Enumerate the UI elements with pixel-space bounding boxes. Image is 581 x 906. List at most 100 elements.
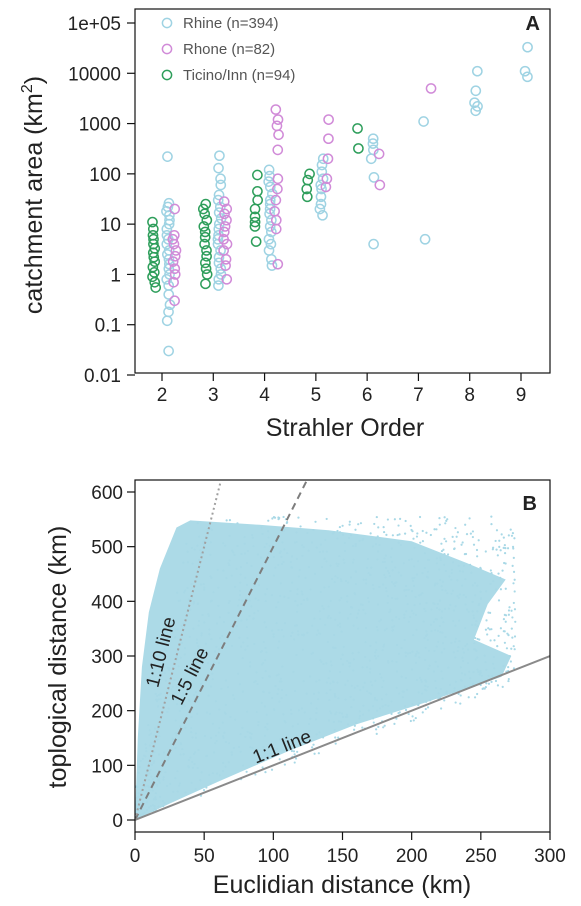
panel-b-cloud-point — [249, 746, 252, 749]
panel-a-data-point — [201, 245, 212, 256]
panel-b-cloud-point — [200, 634, 203, 637]
panel-b-cloud-point — [441, 588, 444, 592]
panel-b-cloud-point — [434, 686, 438, 690]
panel-a-data-point — [269, 205, 280, 217]
panel-b-cloud-point — [260, 526, 263, 529]
panel-b-cloud-point — [142, 754, 146, 757]
panel-b-cloud-point — [150, 732, 153, 735]
panel-b-cloud-point — [148, 806, 151, 809]
panel-b-cloud-point — [378, 543, 381, 547]
panel-b-cloud-point — [221, 770, 225, 773]
panel-b-cloud-point — [190, 583, 193, 586]
panel-b-cloud-point — [349, 662, 352, 665]
panel-b-reference-lines — [135, 480, 550, 821]
panel-a-data-point — [200, 257, 211, 269]
panel-b-cloud-point — [224, 740, 227, 744]
panel-b-cloud-point — [209, 685, 213, 688]
panel-a-data-point — [221, 214, 232, 226]
panel-b-cloud-point — [507, 666, 510, 669]
panel-b-cloud-point — [476, 610, 479, 613]
panel-b-cloud-point — [362, 686, 365, 689]
panel-b-cloud-point — [404, 651, 407, 654]
panel-a-data-point — [373, 148, 385, 160]
panel-b-cloud-point — [259, 556, 263, 559]
panel-b-cloud-point — [410, 590, 414, 593]
panel-b-cloud-point — [381, 649, 384, 652]
panel-b-cloud-point — [426, 570, 429, 573]
panel-a-data-point — [263, 164, 275, 176]
panel-b-cloud-point — [366, 690, 369, 693]
panel-a-data-point — [163, 306, 174, 318]
panel-b-cloud-point — [300, 633, 304, 636]
panel-b-cloud-point — [434, 660, 437, 664]
panel-b-cloud-point — [511, 636, 514, 639]
panel-b-cloud-point — [257, 724, 260, 727]
panel-b-cloud-point — [415, 652, 418, 656]
panel-b-cloud-point — [357, 627, 360, 630]
panel-b-cloud-point — [380, 698, 384, 701]
panel-b-cloud-point — [277, 673, 280, 676]
panel-b-cloud-point — [222, 542, 225, 545]
panel-b-cloud-point — [362, 578, 365, 581]
panel-b-cloud-point — [405, 585, 408, 588]
panel-b-cloud-point — [503, 552, 507, 555]
panel-b-cloud-point — [234, 718, 237, 721]
panel-b-cloud-point — [313, 752, 316, 755]
panel-b-cloud-point — [371, 705, 375, 708]
panel-b-cloud-point — [261, 766, 264, 769]
panel-b-cloud-point — [436, 629, 440, 632]
panel-b-cloud-point — [245, 561, 249, 565]
panel-b-cloud-point — [174, 732, 177, 735]
panel-a-data-point — [163, 197, 175, 209]
panel-b-cloud-point — [392, 582, 395, 586]
panel-b-cloud-point — [188, 635, 191, 638]
panel-b-cloud-point — [317, 752, 320, 755]
panel-b-cloud-point — [506, 632, 509, 635]
panel-b-cloud-point — [436, 582, 439, 585]
panel-b-cloud-point — [291, 566, 294, 569]
panel-b-cloud-point — [361, 666, 364, 669]
panel-b-cloud-point — [248, 731, 251, 734]
panel-b-cloud-point — [207, 614, 210, 618]
panel-b-cloud-point — [351, 606, 354, 609]
panel-a-legend: Rhine (n=394) Rhone (n=82) Ticino/Inn (n=9… — [161, 15, 295, 84]
panel-b-cloud-point — [168, 667, 171, 670]
panel-b-cloud-point — [149, 804, 152, 808]
panel-b-cloud-point — [430, 608, 433, 611]
panel-b-cloud-point — [442, 548, 445, 551]
panel-b-cloud-point — [384, 566, 388, 570]
panel-b-cloud-point — [205, 786, 208, 789]
panel-b-cloud-point — [208, 773, 211, 777]
panel-b-cloud-point — [354, 570, 357, 573]
panel-b-cloud-point — [439, 687, 442, 691]
panel-b-cloud-point — [411, 668, 414, 671]
panel-b-cloud-point — [312, 528, 315, 532]
panel-b-cloud-point — [460, 672, 464, 675]
panel-b-cloud-point — [415, 535, 419, 538]
panel-b-cloud-point — [348, 520, 351, 523]
panel-b-cloud-point — [350, 706, 353, 709]
panel-b-cloud-point — [418, 515, 422, 519]
panel-a-y-ticks: 0.01 0.1 1 10 100 1000 10000 1e+05 — [68, 14, 135, 387]
panel-a-data-point — [250, 236, 262, 247]
panel-a-data-point — [161, 315, 173, 327]
panel-b-cloud-point — [208, 628, 211, 631]
panel-b-cloud-point — [450, 578, 453, 581]
panel-a-data-point — [471, 65, 483, 77]
panel-b-cloud-point — [456, 579, 459, 582]
panel-b-cloud-point — [378, 672, 382, 676]
panel-b-cloud-point — [476, 637, 479, 641]
panel-b-cloud-point — [268, 544, 271, 547]
panel-b-cloud-point — [404, 594, 408, 598]
panel-b-cloud-point — [412, 537, 415, 540]
panel-b-cloud-point — [170, 688, 173, 691]
panel-b-cloud-point — [174, 719, 177, 722]
panel-b-cloud-point — [176, 770, 179, 773]
panel-b-cloud-point — [158, 795, 162, 798]
panel-b-cloud-point — [414, 654, 417, 657]
panel-b-cloud-point — [361, 603, 364, 606]
panel-b-cloud-point — [450, 641, 453, 644]
panel-b-cloud-point — [183, 647, 187, 650]
panel-b-cloud-point — [338, 525, 341, 529]
panel-a-legend-label: Rhine (n=394) — [183, 15, 278, 32]
